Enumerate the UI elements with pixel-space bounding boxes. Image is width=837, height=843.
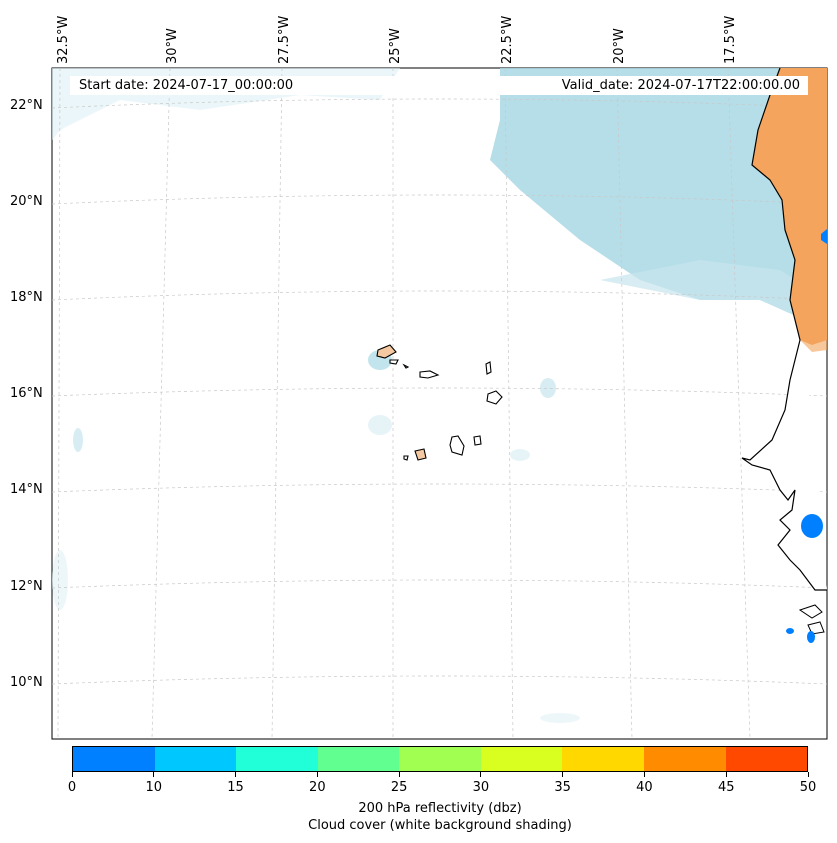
colorbar-segment	[317, 747, 400, 771]
colorbar-tick-label: 50	[799, 780, 817, 795]
colorbar-tick-label: 15	[227, 780, 244, 795]
lat-label: 20°N	[10, 194, 43, 209]
colorbar-label: 200 hPa reflectivity (dbz)	[358, 801, 522, 816]
colorbar-tick	[643, 772, 645, 777]
colorbar-tick-label: 20	[309, 780, 326, 795]
start-date: Start date: 2024-07-17_00:00:00	[79, 78, 294, 93]
colorbar-tick-label: 10	[145, 780, 163, 795]
colorbar-tick-label: 35	[554, 780, 571, 795]
colorbar-segment	[480, 747, 563, 771]
date-header: Start date: 2024-07-17_00:00:00 Valid_da…	[70, 76, 808, 95]
lon-label: 32.5°W	[56, 15, 71, 64]
lon-label: 25°W	[388, 28, 403, 64]
lon-label: 20°W	[612, 28, 627, 64]
colorbar-segment	[399, 747, 481, 771]
colorbar-tick	[562, 772, 564, 777]
colorbar-segment	[725, 747, 808, 771]
dust-shading	[752, 68, 827, 345]
lat-label: 12°N	[10, 579, 43, 594]
graticule	[51, 67, 828, 740]
lon-label: 17.5°W	[723, 15, 738, 64]
colorbar-tick-label: 40	[636, 780, 653, 795]
lat-label: 14°N	[10, 482, 43, 497]
colorbar	[72, 746, 808, 772]
lat-label: 16°N	[10, 386, 43, 401]
cape-verde-islands	[376, 344, 503, 461]
colorbar-tick	[398, 772, 400, 777]
colorbar-segment	[154, 747, 237, 771]
colorbar-tick	[316, 772, 318, 777]
lat-label: 22°N	[10, 98, 43, 113]
colorbar-segment	[73, 747, 155, 771]
valid-date: Valid_date: 2024-07-17T22:00:00.00	[561, 78, 800, 93]
colorbar-segment	[562, 747, 644, 771]
colorbar-tick-label: 0	[67, 780, 77, 795]
colorbar-tick	[153, 772, 155, 777]
lon-label: 30°W	[165, 28, 180, 64]
colorbar-tick	[480, 772, 482, 777]
colorbar-tick	[235, 772, 237, 777]
colorbar-tick-label: 30	[472, 780, 490, 795]
west-africa-coastline	[741, 67, 827, 591]
lat-label: 18°N	[10, 290, 43, 305]
colorbar-tick-label: 25	[390, 780, 408, 795]
lon-label: 27.5°W	[277, 15, 292, 64]
colorbar-tick-label: 45	[717, 780, 735, 795]
lon-label: 22.5°W	[500, 15, 515, 64]
colorbar-tick	[807, 772, 809, 777]
guinea-bissau-coast	[798, 604, 825, 635]
cloud-cover-shading	[52, 68, 827, 723]
lat-label: 10°N	[10, 675, 43, 690]
colorbar-segment	[236, 747, 318, 771]
colorbar-sublabel: Cloud cover (white background shading)	[308, 818, 572, 833]
colorbar-tick	[71, 772, 73, 777]
colorbar-tick	[725, 772, 727, 777]
colorbar-segment	[643, 747, 726, 771]
reflectivity-cells	[786, 229, 827, 643]
